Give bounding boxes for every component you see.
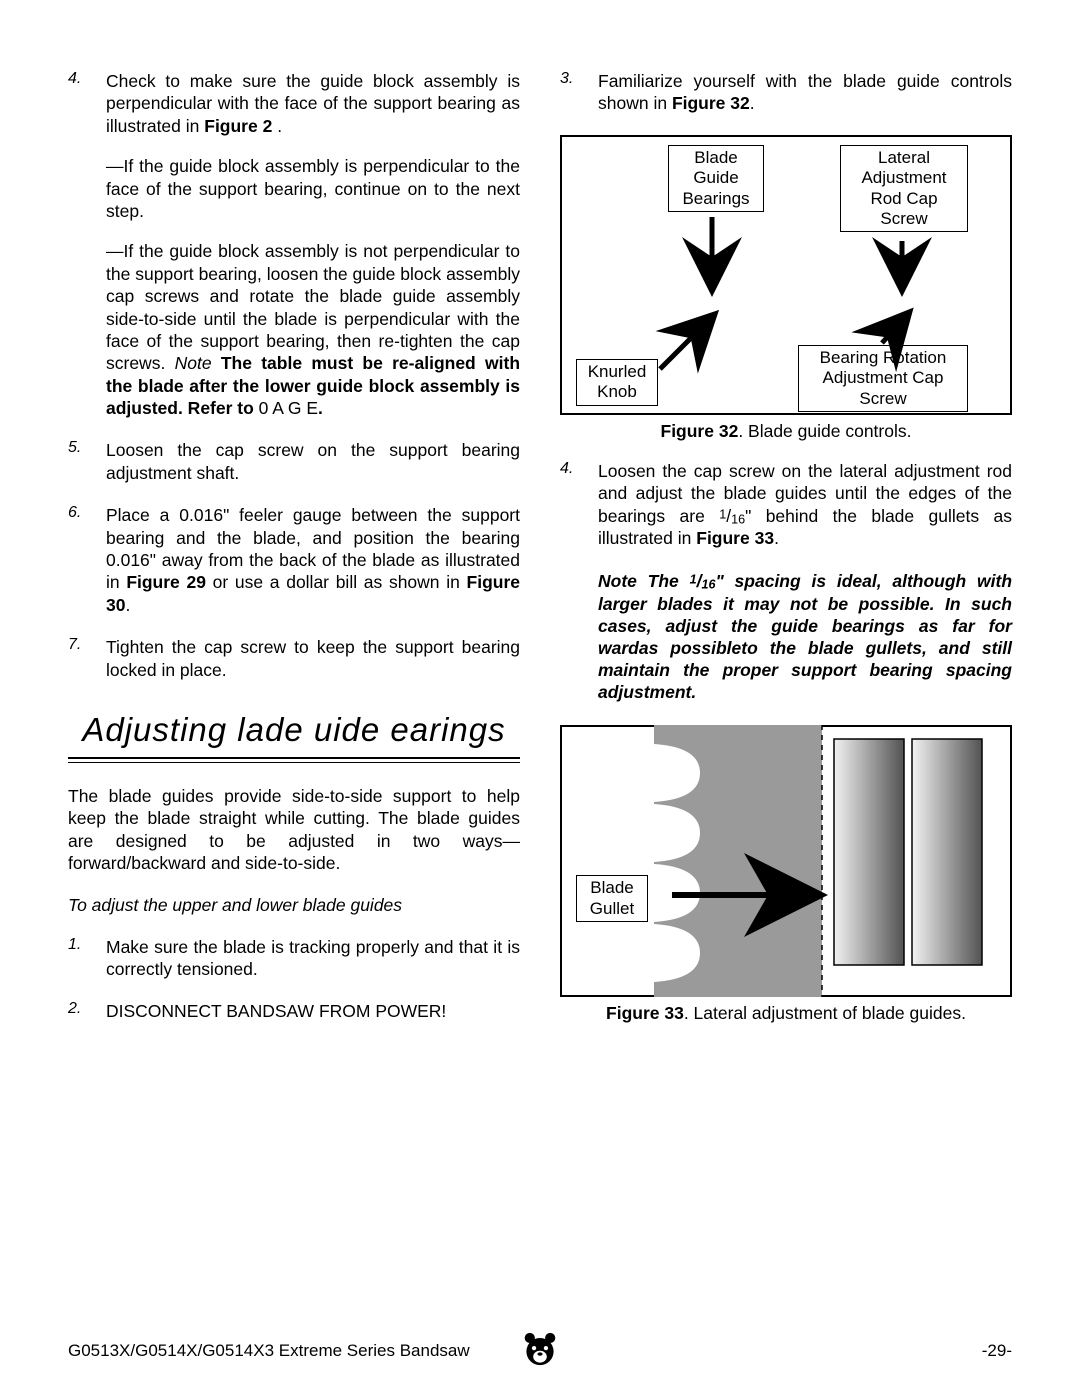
step-5: 5. Loosen the cap screw on the support b… [68,439,520,484]
step-4-text: Check to make sure the guide block assem… [106,70,520,419]
step-4: 4. Check to make sure the guide block as… [68,70,520,419]
proc-step-2-text: DISCONNECT BANDSAW FROM POWER! [106,1000,520,1022]
r-step-4-num: 4. [560,460,598,550]
page-footer: G0513X/G0514X/G0514X3 Extreme Series Ban… [68,1341,1012,1361]
note-block: Note The 1/16" spacing is ideal, althoug… [598,570,1012,704]
figure-32-caption: Figure 32. Blade guide controls. [560,421,1012,442]
step-4-sub-b: —If the guide block assembly is not perp… [106,240,520,419]
columns: 4. Check to make sure the guide block as… [68,70,1012,1043]
step-5-num: 5. [68,439,106,484]
r-step-4-text: Loosen the cap screw on the lateral adju… [598,460,1012,550]
figure-33-svg [562,727,1010,995]
figure-32: Blade Guide Bearings Lateral Adjustment … [560,135,1012,415]
step-5-text: Loosen the cap screw on the support bear… [106,439,520,484]
footer-left: G0513X/G0514X/G0514X3 Extreme Series Ban… [68,1341,470,1361]
proc-step-2: 2. DISCONNECT BANDSAW FROM POWER! [68,1000,520,1022]
footer-logo [523,1331,557,1372]
r-step-3-num: 3. [560,70,598,115]
right-column: 3. Familiarize yourself with the blade g… [560,70,1012,1043]
step-7-text: Tighten the cap screw to keep the suppor… [106,636,520,681]
step-6: 6. Place a 0.016" feeler gauge between t… [68,504,520,616]
step-7: 7. Tighten the cap screw to keep the sup… [68,636,520,681]
r-step-3: 3. Familiarize yourself with the blade g… [560,70,1012,115]
title-rule-1 [68,757,520,759]
step-7-num: 7. [68,636,106,681]
left-column: 4. Check to make sure the guide block as… [68,70,520,1043]
step-6-num: 6. [68,504,106,616]
procedure-heading: To adjust the upper and lower blade guid… [68,895,520,916]
bear-icon [523,1331,557,1367]
footer-right: -29- [982,1341,1012,1361]
step-4-num: 4. [68,70,106,419]
title-rule-2 [68,762,520,763]
proc-step-1-num: 1. [68,936,106,981]
r-step-3-text: Familiarize yourself with the blade guid… [598,70,1012,115]
step-6-text: Place a 0.016" feeler gauge between the … [106,504,520,616]
figure-33: Blade Gullet [560,725,1012,997]
r-step-4: 4. Loosen the cap screw on the lateral a… [560,460,1012,550]
proc-step-1: 1. Make sure the blade is tracking prope… [68,936,520,981]
section-title: Adjusting lade uide earings [68,711,520,749]
figure-32-arrows [562,137,1014,417]
label-blade-gullet: Blade Gullet [576,875,648,922]
step-4-sub-a: —If the guide block assembly is perpendi… [106,155,520,222]
proc-step-1-text: Make sure the blade is tracking properly… [106,936,520,981]
intro-paragraph: The blade guides provide side-to-side su… [68,785,520,875]
figure-33-caption: Figure 33. Lateral adjustment of blade g… [560,1003,1012,1024]
proc-step-2-num: 2. [68,1000,106,1022]
